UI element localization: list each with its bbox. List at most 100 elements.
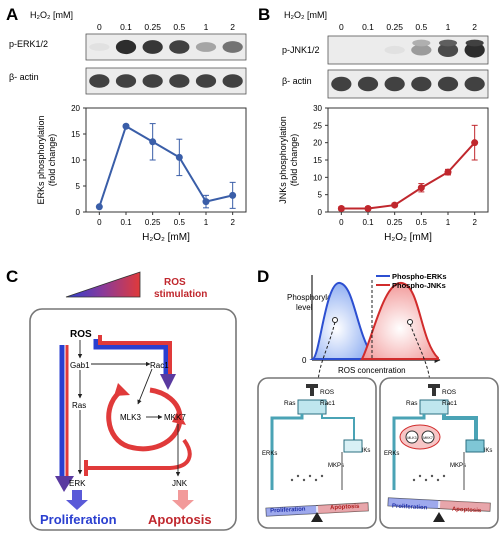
model-ros-label: ROS xyxy=(442,389,457,396)
node-mkk7: MKK7 xyxy=(164,413,186,422)
d-xlabel: ROS concentration xyxy=(338,366,406,375)
y-tick-label: 20 xyxy=(313,139,322,148)
lane-label: 0.25 xyxy=(144,22,161,32)
model-jnks-label: JNKs xyxy=(478,448,492,454)
jnk-pipe xyxy=(321,414,355,440)
blot-band xyxy=(195,42,217,52)
y-tick-label: 20 xyxy=(71,104,80,113)
panel-a-western-blots xyxy=(85,33,247,95)
blot-strip xyxy=(85,67,247,95)
model-proliferation-label: Proliferation xyxy=(392,504,428,512)
blot-band xyxy=(115,74,137,88)
model-erks-label: ERKs xyxy=(262,451,277,457)
blot-band xyxy=(222,41,243,53)
lane-label: 0.1 xyxy=(120,22,132,32)
ros-stimulation-label: ROS stimulation xyxy=(154,277,207,300)
panel-a-blot-label-1: p-ERK1/2 xyxy=(9,39,48,49)
faucet-spout-icon xyxy=(432,388,436,396)
data-point xyxy=(391,201,399,209)
proliferation-arrow xyxy=(66,490,88,510)
data-point xyxy=(122,122,130,130)
model-ras-label: Ras xyxy=(406,400,418,407)
blot-band xyxy=(464,76,485,92)
rac1-mlk3-arrow xyxy=(137,368,153,405)
y-axis-label: ERKs phosphorylation xyxy=(36,115,46,204)
x-tick-label: 0.25 xyxy=(387,218,403,227)
drop xyxy=(302,478,306,482)
y-axis-label-unit: (fold change) xyxy=(47,134,57,187)
blot-band xyxy=(142,40,163,54)
d-model-low-ros: ROS Ras Rac1 ERKs JNKs MKPs Proliferation Apopt… xyxy=(257,377,377,529)
faucet-icon xyxy=(306,384,318,388)
x-tick-label: 0.25 xyxy=(145,218,161,227)
blot-band xyxy=(331,76,352,92)
outcome-proliferation: Proliferation xyxy=(40,512,117,527)
lane-label: 2 xyxy=(472,22,477,32)
faucet-icon xyxy=(428,384,440,388)
lane-label: 0 xyxy=(97,22,102,32)
outcome-apoptosis: Apoptosis xyxy=(148,512,212,527)
panel-d-letter: D xyxy=(257,267,269,286)
blot-band xyxy=(384,45,405,55)
panel-b-blot-label-1: p-JNK1/2 xyxy=(282,45,320,55)
model-apoptosis-label: Apoptosis xyxy=(452,507,482,515)
blot-band xyxy=(411,76,432,92)
blot-band xyxy=(222,74,243,88)
pathway-box xyxy=(29,308,237,531)
y-tick-label: 25 xyxy=(313,121,322,130)
y-axis-label: JNKs phosphorylation xyxy=(278,116,288,204)
data-point xyxy=(417,184,425,192)
d-ylabel-2: level xyxy=(296,303,313,312)
blot-band xyxy=(411,44,432,56)
drop xyxy=(418,474,422,478)
x-tick-label: 0 xyxy=(339,218,344,227)
data-point xyxy=(337,205,345,213)
mkk7-arrowhead xyxy=(160,374,176,390)
data-point xyxy=(229,191,237,199)
node-erk: ERK xyxy=(69,479,86,488)
model-rac1-label: Rac1 xyxy=(320,400,336,407)
model-mkps-label: MKPs xyxy=(328,463,344,469)
blot-band xyxy=(89,74,110,88)
node-gab1: Gab1 xyxy=(70,361,90,370)
lane-label: 0.25 xyxy=(386,22,403,32)
series-line xyxy=(341,141,476,210)
blot-band-upper xyxy=(412,39,431,47)
y-tick-label: 30 xyxy=(313,104,322,113)
x-tick-label: 0.1 xyxy=(362,218,374,227)
y-axis-label-unit: (fold change) xyxy=(289,134,299,187)
data-point xyxy=(202,198,210,206)
panel-a-letter: A xyxy=(6,5,18,24)
model-jnks-label: JNKs xyxy=(356,448,370,454)
jnk-tank xyxy=(343,439,363,453)
mlk3-node xyxy=(405,430,419,444)
top-tank xyxy=(419,399,449,415)
apoptosis-arrow xyxy=(172,490,194,510)
panel-b-chart: 0 5 10 15 20 25 30 0 0.1 0.25 0.5 1 2 JNKs phosphoryl… xyxy=(278,104,489,243)
erk-pipe xyxy=(392,414,426,490)
d-link-right xyxy=(409,323,433,386)
lane-label: 1 xyxy=(204,22,209,32)
erk-peak-marker xyxy=(332,317,338,323)
d-zero: 0 xyxy=(302,356,307,365)
seesaw-fulcrum xyxy=(311,512,323,522)
panel-b-blot-label-2: β- actin xyxy=(282,76,312,86)
top-tank xyxy=(297,399,327,415)
x-tick-label: 0 xyxy=(97,218,102,227)
x-tick-label: 1 xyxy=(204,218,209,227)
blot-band xyxy=(437,76,459,92)
lane-label: 0.5 xyxy=(415,22,427,32)
legend-jnk: Phospho-JNKs xyxy=(392,281,446,290)
blot-band xyxy=(142,74,163,88)
panel-d: D Phosphorylation level 0 ROS concentrat… xyxy=(257,267,499,529)
ros-mkk7-red-arrow xyxy=(98,335,172,375)
blot-band-upper xyxy=(438,39,458,47)
blot-band xyxy=(169,40,190,54)
erk-pipe xyxy=(270,414,304,490)
x-tick-label: 2 xyxy=(472,218,477,227)
panel-b-lane-labels: 0 0.1 0.25 0.5 1 2 xyxy=(339,22,477,32)
ros-gradient-triangle xyxy=(65,271,141,298)
jnk-peak-marker xyxy=(407,319,413,325)
blot-strip xyxy=(327,35,489,65)
seesaw-apoptosis-side xyxy=(439,500,491,512)
